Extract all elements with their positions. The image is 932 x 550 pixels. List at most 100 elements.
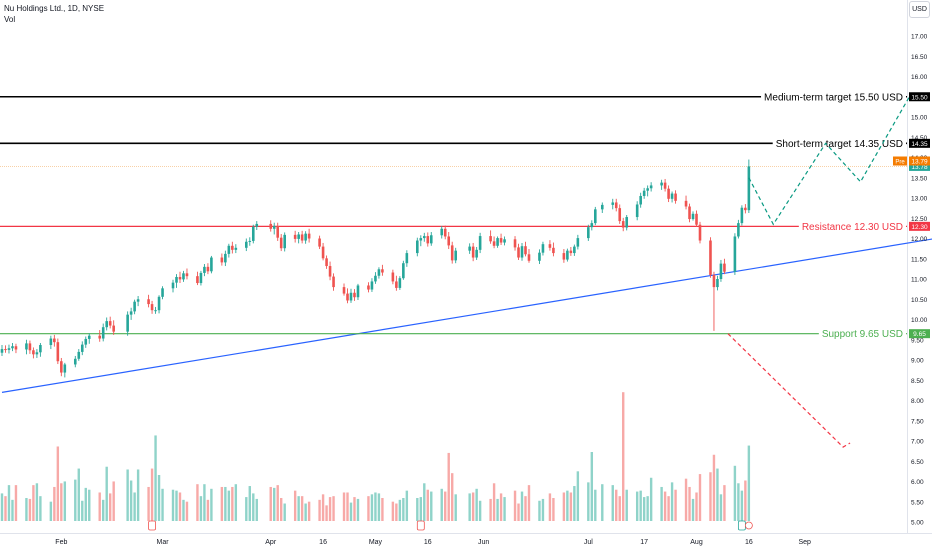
candle-body <box>740 207 744 224</box>
candle-body <box>646 188 649 191</box>
last-price-badge <box>909 161 930 171</box>
pre-market-tag <box>893 156 907 166</box>
y-tick-label: 11.00 <box>911 277 927 284</box>
candle-body <box>105 321 108 328</box>
dividend-marker-icon <box>744 521 753 530</box>
volume-bar <box>0 493 4 521</box>
candle-body <box>353 292 356 298</box>
candle-body <box>737 223 740 237</box>
volume-bar <box>440 488 443 521</box>
candle-body <box>210 257 213 272</box>
candle-body <box>293 234 297 239</box>
volume-bar <box>639 490 642 521</box>
y-tick-label: 10.00 <box>911 317 928 324</box>
volume-bar <box>611 485 614 521</box>
candle-body <box>248 240 252 242</box>
volume-bar <box>447 452 450 521</box>
volume-bar <box>566 490 569 521</box>
candle-body <box>77 351 81 359</box>
candle-body <box>182 273 185 280</box>
candle-body <box>468 246 471 251</box>
candle-body <box>147 299 150 305</box>
volume-bar <box>154 435 157 521</box>
volume-bar <box>451 473 454 521</box>
volume-bar <box>471 492 475 521</box>
candle-body <box>712 274 716 288</box>
y-tick-label: 12.50 <box>911 216 928 223</box>
volume-bar <box>11 499 14 521</box>
y-tick-label: 16.50 <box>911 54 928 61</box>
volume-bar <box>601 484 604 521</box>
volume-bar <box>517 503 520 521</box>
candle-body <box>133 301 136 312</box>
candle-body <box>178 276 182 280</box>
y-tick-label: 8.00 <box>911 398 924 405</box>
volume-bar <box>283 503 286 521</box>
x-tick-label: Jun <box>478 539 489 546</box>
resistance-price-badge-text: 12.30 <box>911 224 928 231</box>
volume-bar <box>63 481 67 521</box>
candle-body <box>562 253 566 260</box>
volume-bar <box>663 491 667 521</box>
volume-bar <box>426 489 429 521</box>
candle-body <box>709 240 712 275</box>
candle-body <box>499 238 503 243</box>
candle-body <box>0 349 4 353</box>
candle-body <box>199 272 203 284</box>
volume-bar <box>245 497 248 521</box>
volume-bar <box>84 487 87 521</box>
x-tick-label: 16 <box>745 539 753 546</box>
candle-body <box>419 238 423 241</box>
volume-bar <box>185 501 189 521</box>
candle-body <box>87 335 91 339</box>
candle-body <box>377 269 381 276</box>
candle-body <box>325 258 328 267</box>
volume-bar <box>4 496 7 521</box>
medium-target-label-bg <box>761 91 906 105</box>
volume-bar <box>325 505 328 521</box>
candle-body <box>73 358 77 365</box>
candle-body <box>227 245 231 254</box>
y-tick-label: 17.00 <box>911 34 928 41</box>
x-tick-label: Aug <box>690 539 703 546</box>
candle-body <box>171 282 175 289</box>
x-tick-label: Mar <box>157 539 170 546</box>
candle-body <box>520 246 524 258</box>
candle-body <box>276 225 280 238</box>
volume-bar <box>32 485 35 521</box>
candle-body <box>440 228 444 236</box>
volume-bar <box>53 486 56 521</box>
time-axis[interactable]: Feb Mar Apr 16 May 16 Jun Jul 17 Aug 16 Sep <box>55 539 811 546</box>
y-tick-label: 6.00 <box>911 479 924 486</box>
volume-bar <box>402 498 405 521</box>
volume-bar <box>444 491 447 521</box>
candle-body <box>552 247 555 254</box>
volume-bar <box>670 482 674 521</box>
volume-bar <box>328 497 332 521</box>
candle-body <box>611 202 615 205</box>
candle-body <box>108 321 112 326</box>
candle-body <box>136 299 140 302</box>
candle-body <box>660 182 663 186</box>
volume-bar <box>220 486 224 521</box>
volume-bar <box>374 492 377 521</box>
currency-button[interactable]: USD <box>909 1 930 18</box>
candle-body <box>272 225 276 229</box>
volume-bar <box>541 498 545 521</box>
volume-bar <box>674 489 677 521</box>
candle-body <box>307 233 311 239</box>
volume-bar <box>496 498 499 521</box>
candle-body <box>374 275 377 282</box>
volume-bar <box>642 497 646 521</box>
candle-body <box>478 236 482 250</box>
candle-body <box>695 213 698 225</box>
event-markers <box>148 520 753 531</box>
volume-bar <box>35 483 39 521</box>
x-tick-label: May <box>369 539 383 546</box>
volume-bar <box>660 486 663 521</box>
candle-body <box>395 281 398 288</box>
x-tick-label: 16 <box>424 539 432 546</box>
price-axis[interactable]: 5.00 5.50 6.00 6.50 7.00 7.50 8.00 8.50 9.00 9.50… <box>893 34 930 527</box>
volume-bar <box>618 496 621 521</box>
